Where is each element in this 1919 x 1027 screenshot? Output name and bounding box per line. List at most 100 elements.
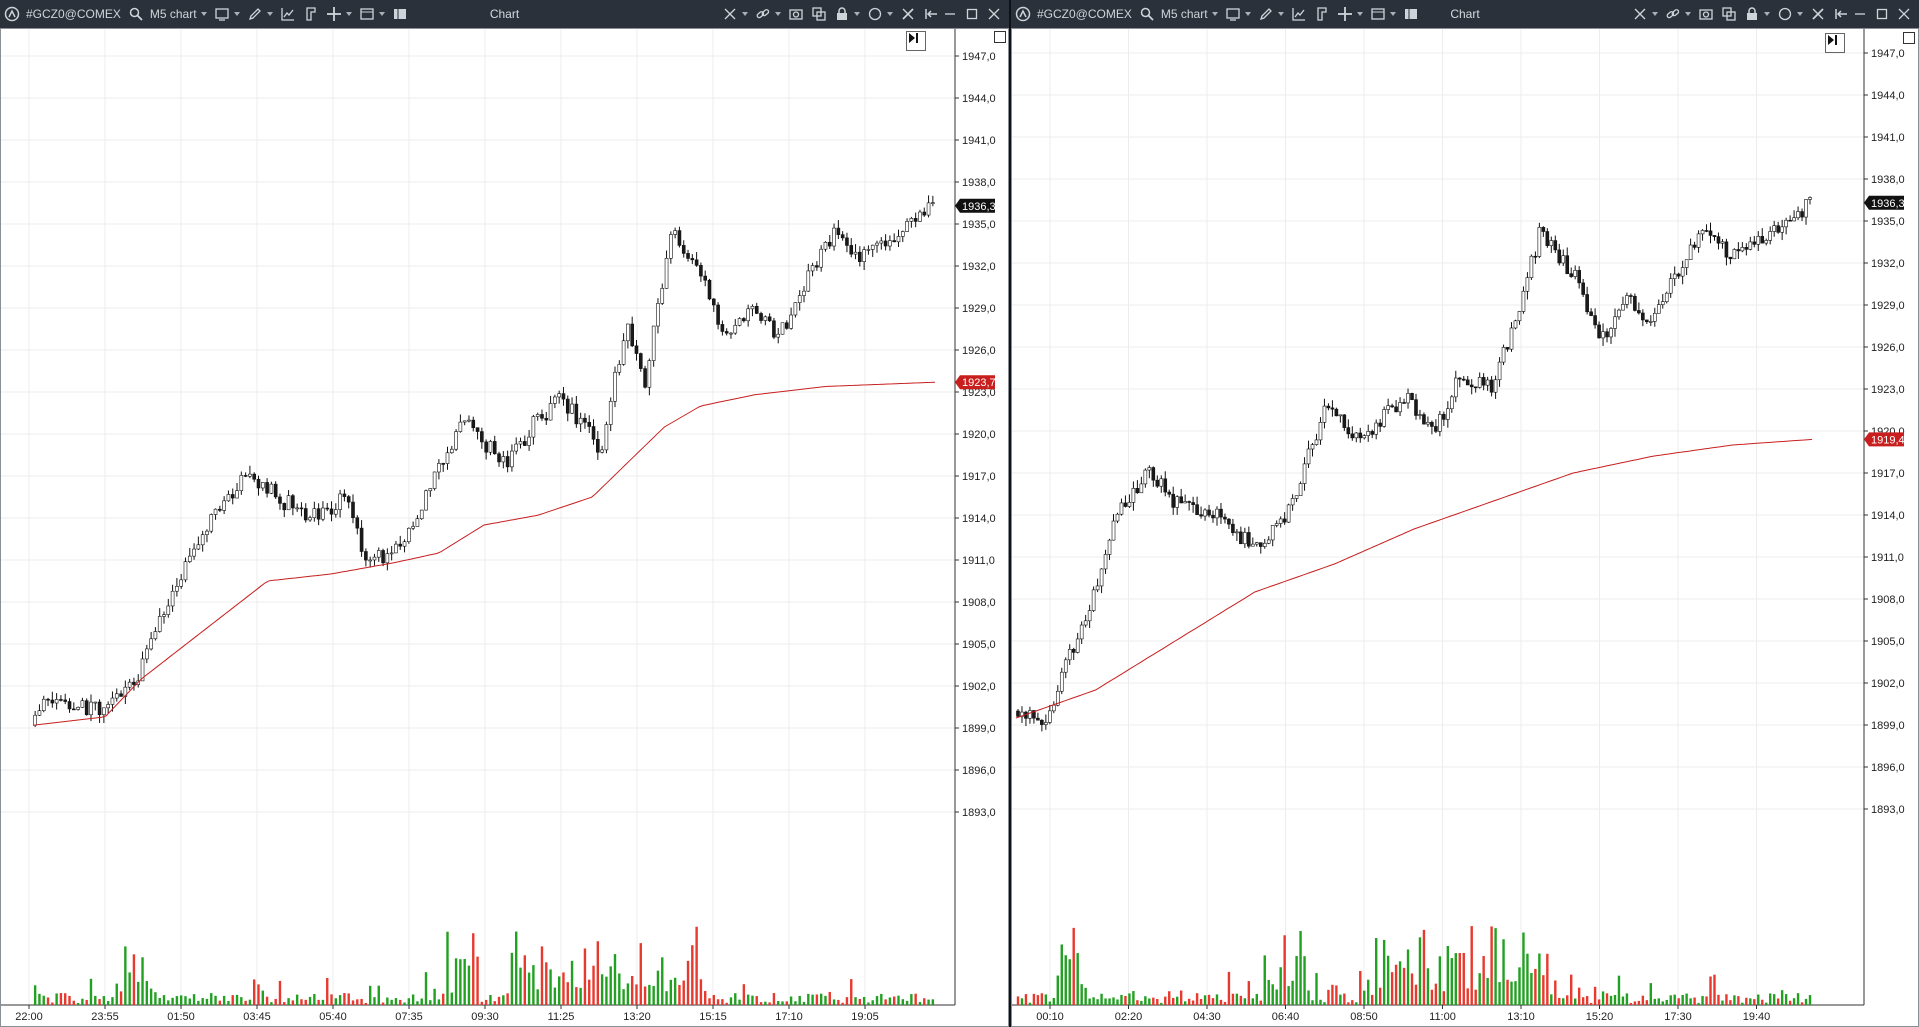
volume-bar xyxy=(1689,998,1692,1005)
volume-bar xyxy=(124,946,127,1005)
crosshair-icon[interactable] xyxy=(1337,6,1353,22)
indicators-icon[interactable] xyxy=(280,6,296,22)
maximize-button[interactable] xyxy=(961,0,983,28)
panels-icon[interactable] xyxy=(392,6,408,22)
scroll-to-end-button[interactable] xyxy=(1825,33,1845,53)
close-button[interactable] xyxy=(983,0,1005,28)
minimize-button[interactable] xyxy=(1849,0,1871,28)
expand-corner-icon[interactable] xyxy=(1903,32,1915,44)
timeframe-selector[interactable]: M5 chart xyxy=(150,7,207,21)
lock-icon[interactable] xyxy=(834,6,850,22)
chart-area[interactable]: 1947,0 1944,0 1941,0 1938,0 1935,0 1932,0 1929… xyxy=(1011,28,1919,1027)
circle-icon[interactable] xyxy=(1777,6,1793,22)
candle-body xyxy=(162,614,166,617)
volume-bar xyxy=(1808,995,1812,1005)
volume-bar xyxy=(429,1000,432,1005)
window-controls xyxy=(715,0,1005,28)
indicators-icon[interactable] xyxy=(1291,6,1307,22)
candle-body xyxy=(1354,432,1359,439)
circle-icon[interactable] xyxy=(867,6,883,22)
cursor-icon[interactable] xyxy=(722,6,738,22)
x-axis-tick-label: 11:25 xyxy=(548,1011,575,1023)
scroll-to-end-button[interactable] xyxy=(906,31,926,51)
candle-body xyxy=(1772,225,1776,232)
panels-icon[interactable] xyxy=(1403,6,1419,22)
last-price-badge xyxy=(1864,195,1904,210)
pencil-icon[interactable] xyxy=(247,6,263,22)
volume-bar xyxy=(1367,979,1370,1005)
copy-icon[interactable] xyxy=(811,6,827,22)
copy-icon[interactable] xyxy=(1721,6,1737,22)
volume-bar xyxy=(179,995,183,1005)
candle-body xyxy=(1589,311,1593,316)
volume-bar xyxy=(227,1000,230,1005)
template-icon[interactable] xyxy=(303,6,319,22)
pin-icon[interactable] xyxy=(1833,6,1849,22)
volume-bar xyxy=(437,999,441,1005)
volume-bar xyxy=(626,983,630,1005)
candlestick-chart[interactable]: 1947,0 1944,0 1941,0 1938,0 1935,0 1932,0 1929… xyxy=(1,29,1008,1027)
candle-body xyxy=(424,490,428,511)
layout-icon[interactable] xyxy=(1370,6,1386,22)
chart-type-icon[interactable] xyxy=(214,6,230,22)
candle-body xyxy=(1601,331,1605,339)
candle-body xyxy=(1704,230,1709,232)
maximize-button[interactable] xyxy=(1871,0,1893,28)
tools-icon[interactable] xyxy=(900,6,916,22)
y-axis-tick-label: 1935,0 xyxy=(1871,216,1905,228)
volume-bar xyxy=(1450,958,1454,1005)
candle-body xyxy=(1569,273,1574,277)
lock-icon[interactable] xyxy=(1744,6,1760,22)
candle-body xyxy=(278,496,282,504)
layout-icon[interactable] xyxy=(359,6,375,22)
link-icon[interactable] xyxy=(755,6,771,22)
candle-body xyxy=(780,322,785,335)
template-icon[interactable] xyxy=(1314,6,1330,22)
chart-type-icon[interactable] xyxy=(1225,6,1241,22)
candle-body xyxy=(471,419,476,429)
crosshair-icon[interactable] xyxy=(326,6,342,22)
candle-body xyxy=(303,508,308,521)
candle-body xyxy=(1211,514,1215,519)
candle-body xyxy=(50,699,55,704)
candle-body xyxy=(510,450,514,468)
candle-body xyxy=(604,424,609,451)
candle-body xyxy=(1724,241,1729,258)
search-icon[interactable] xyxy=(128,6,144,22)
candle-body xyxy=(772,320,776,338)
volume-bar xyxy=(648,984,651,1005)
close-button[interactable] xyxy=(1893,0,1915,28)
volume-bar xyxy=(89,978,93,1005)
candlestick-chart[interactable]: 1947,0 1944,0 1941,0 1938,0 1935,0 1932,0 1929… xyxy=(1012,29,1918,1027)
y-axis-tick-label: 1908,0 xyxy=(962,597,996,609)
candle-body xyxy=(93,701,98,704)
expand-corner-icon[interactable] xyxy=(994,31,1006,43)
chart-area[interactable]: 1947,0 1944,0 1941,0 1938,0 1935,0 1932,0 1929… xyxy=(0,28,1009,1027)
volume-bar xyxy=(313,994,316,1005)
minimize-button[interactable] xyxy=(939,0,961,28)
symbol-selector[interactable]: #GCZ0@COMEX xyxy=(26,7,121,21)
volume-bar xyxy=(1299,930,1302,1005)
candle-body xyxy=(686,253,690,259)
candle-body xyxy=(1660,301,1665,305)
panel-divider[interactable] xyxy=(1009,0,1011,1027)
link-icon[interactable] xyxy=(1665,6,1681,22)
candle-body xyxy=(565,398,570,414)
symbol-selector[interactable]: #GCZ0@COMEX xyxy=(1037,7,1132,21)
volume-bar xyxy=(1084,987,1087,1005)
pin-icon[interactable] xyxy=(923,6,939,22)
tools-icon[interactable] xyxy=(1810,6,1826,22)
camera-icon[interactable] xyxy=(1698,6,1714,22)
pencil-icon[interactable] xyxy=(1258,6,1274,22)
camera-icon[interactable] xyxy=(788,6,804,22)
volume-bar xyxy=(837,999,840,1005)
volume-bar xyxy=(1028,1002,1032,1005)
candle-body xyxy=(355,517,360,529)
search-icon[interactable] xyxy=(1139,6,1155,22)
cursor-icon[interactable] xyxy=(1632,6,1648,22)
timeframe-selector[interactable]: M5 chart xyxy=(1161,7,1218,21)
candle-body xyxy=(1139,483,1144,494)
timeframe-label: M5 chart xyxy=(149,7,197,21)
volume-bar xyxy=(888,997,892,1005)
candle-body xyxy=(1625,295,1629,305)
